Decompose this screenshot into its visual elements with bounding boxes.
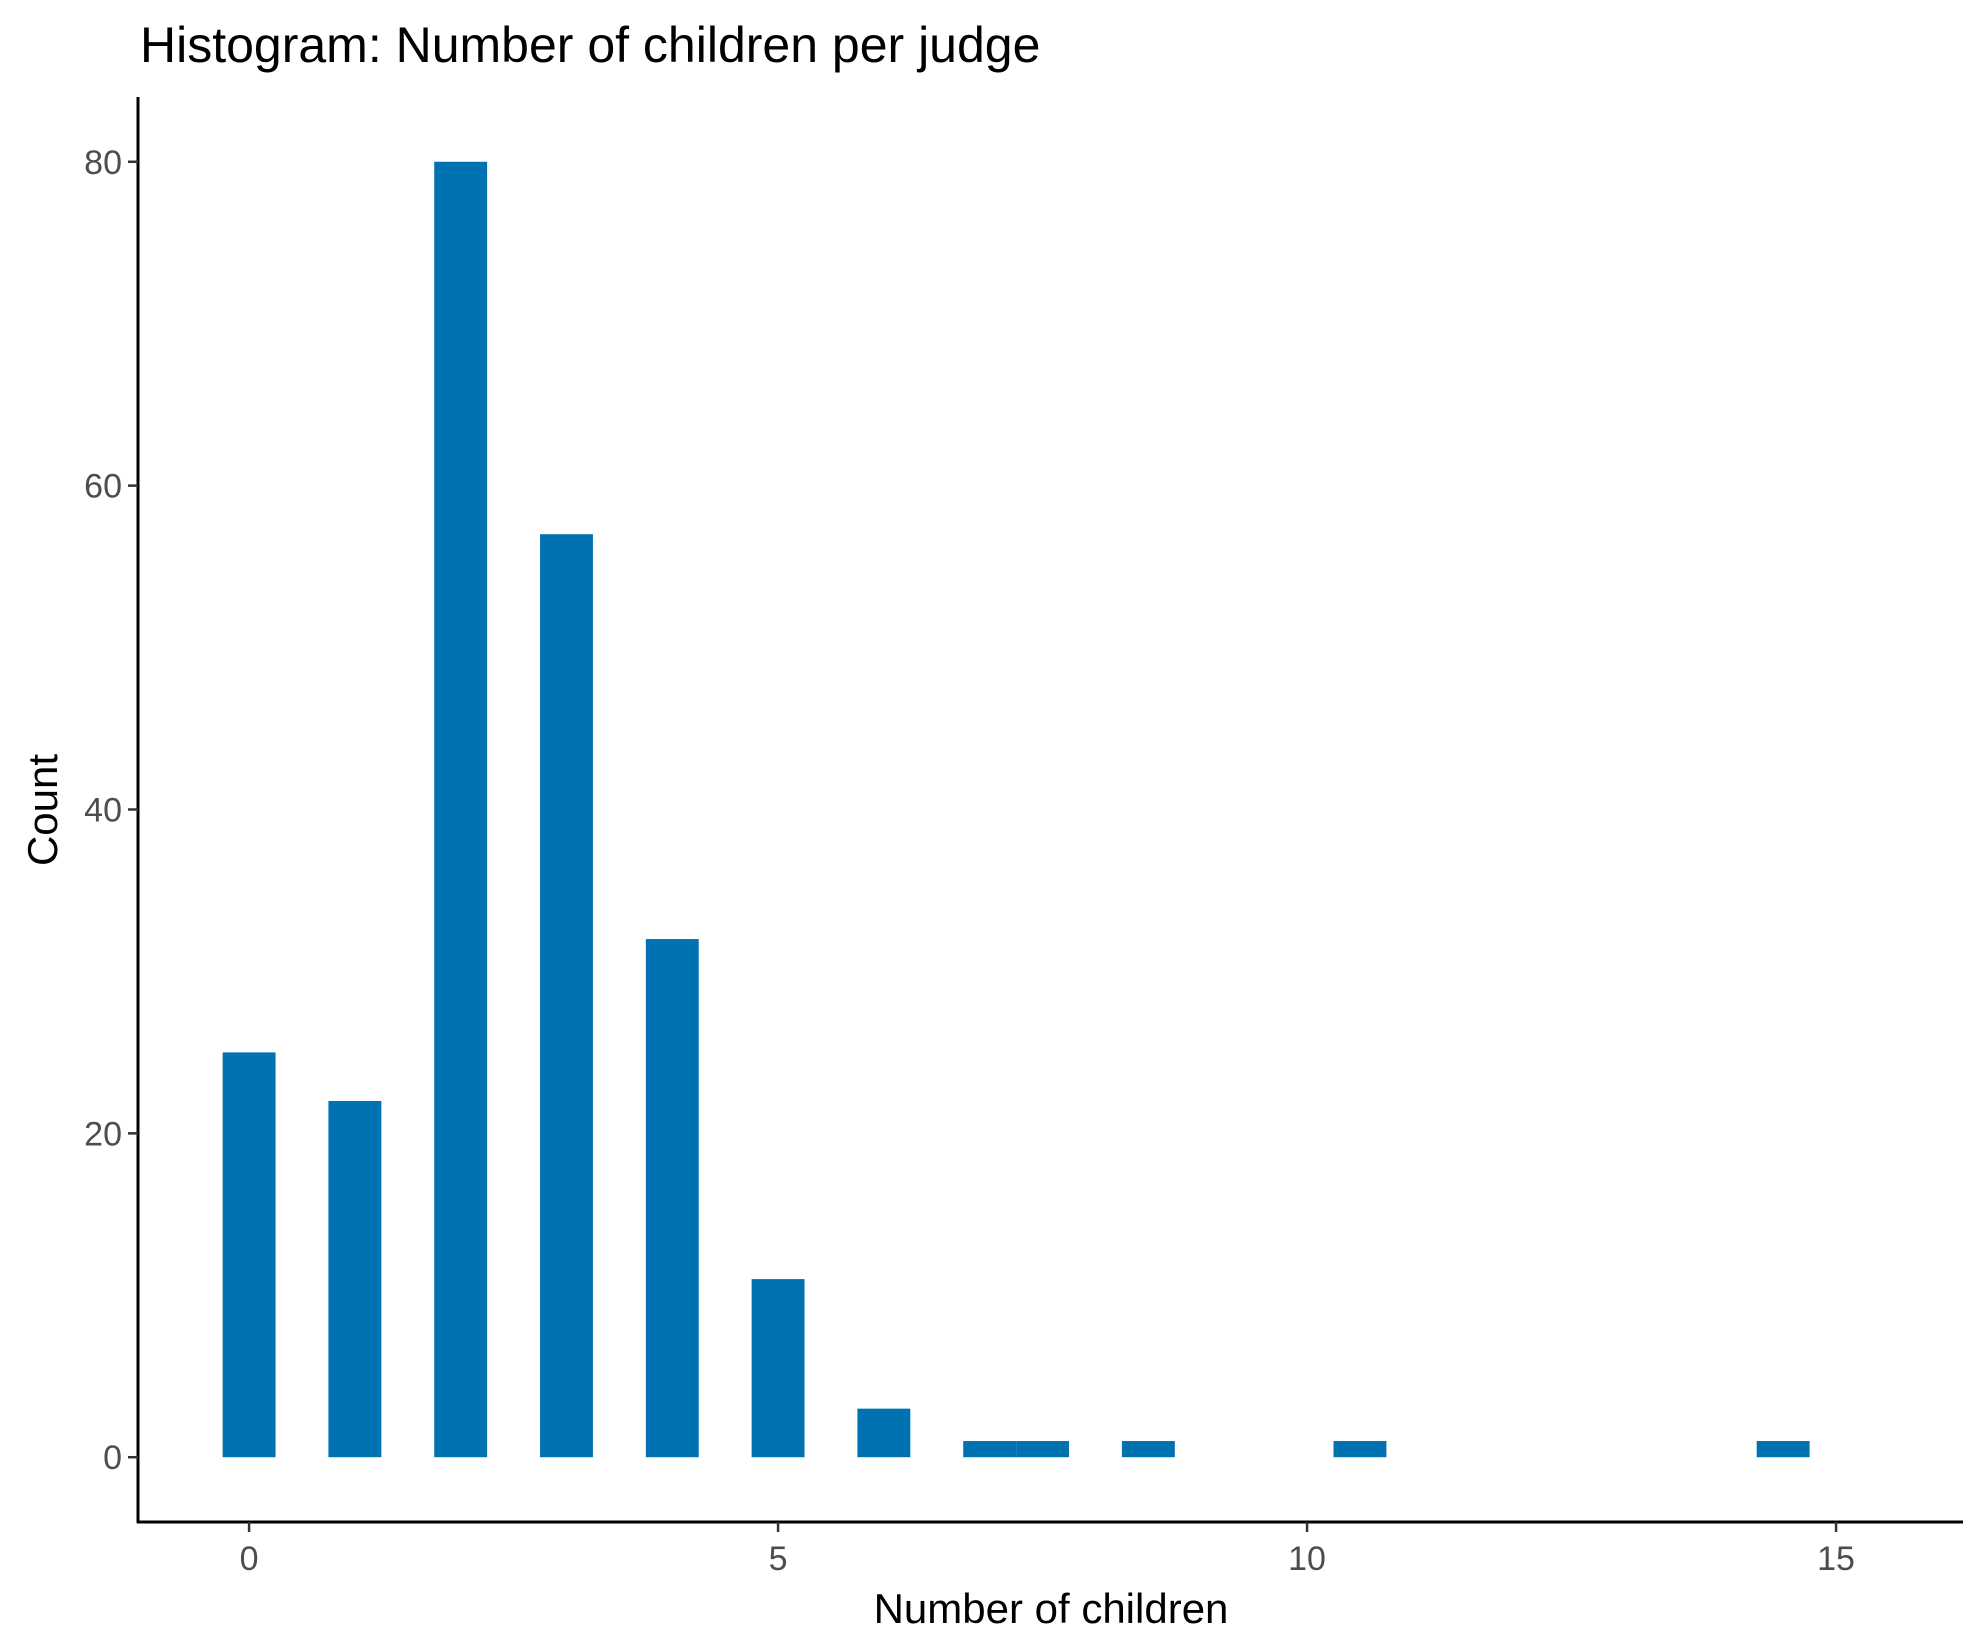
y-tick-label: 0 [103,1439,122,1477]
bar-10 [1333,1441,1387,1458]
x-tick-label: 10 [1288,1540,1326,1578]
x-tick-label: 5 [769,1540,788,1578]
y-axis-title: Count [19,754,66,866]
bar-4 [645,939,699,1458]
bar-8 [1016,1441,1070,1458]
bars-group [222,161,1810,1458]
y-axis-ticks: 0 20 40 60 80 [84,144,138,1477]
y-tick-label: 60 [84,468,122,506]
bar-0 [222,1052,276,1458]
y-tick-label: 40 [84,792,122,830]
bar-1 [328,1100,382,1458]
y-tick-label: 80 [84,144,122,182]
bar-11 [1756,1441,1810,1458]
x-tick-label: 15 [1817,1540,1855,1578]
x-axis-ticks: 0 5 10 15 [240,1522,1855,1578]
bar-7 [963,1441,1017,1458]
chart-title: Histogram: Number of children per judge [140,17,1040,73]
bar-3 [540,534,593,1458]
x-axis-title: Number of children [874,1585,1229,1632]
x-tick-label: 0 [240,1540,259,1578]
bar-9 [1121,1441,1175,1458]
bar-2 [434,161,488,1458]
y-tick-label: 20 [84,1115,122,1153]
bar-5 [751,1279,805,1458]
bar-6 [857,1408,911,1458]
